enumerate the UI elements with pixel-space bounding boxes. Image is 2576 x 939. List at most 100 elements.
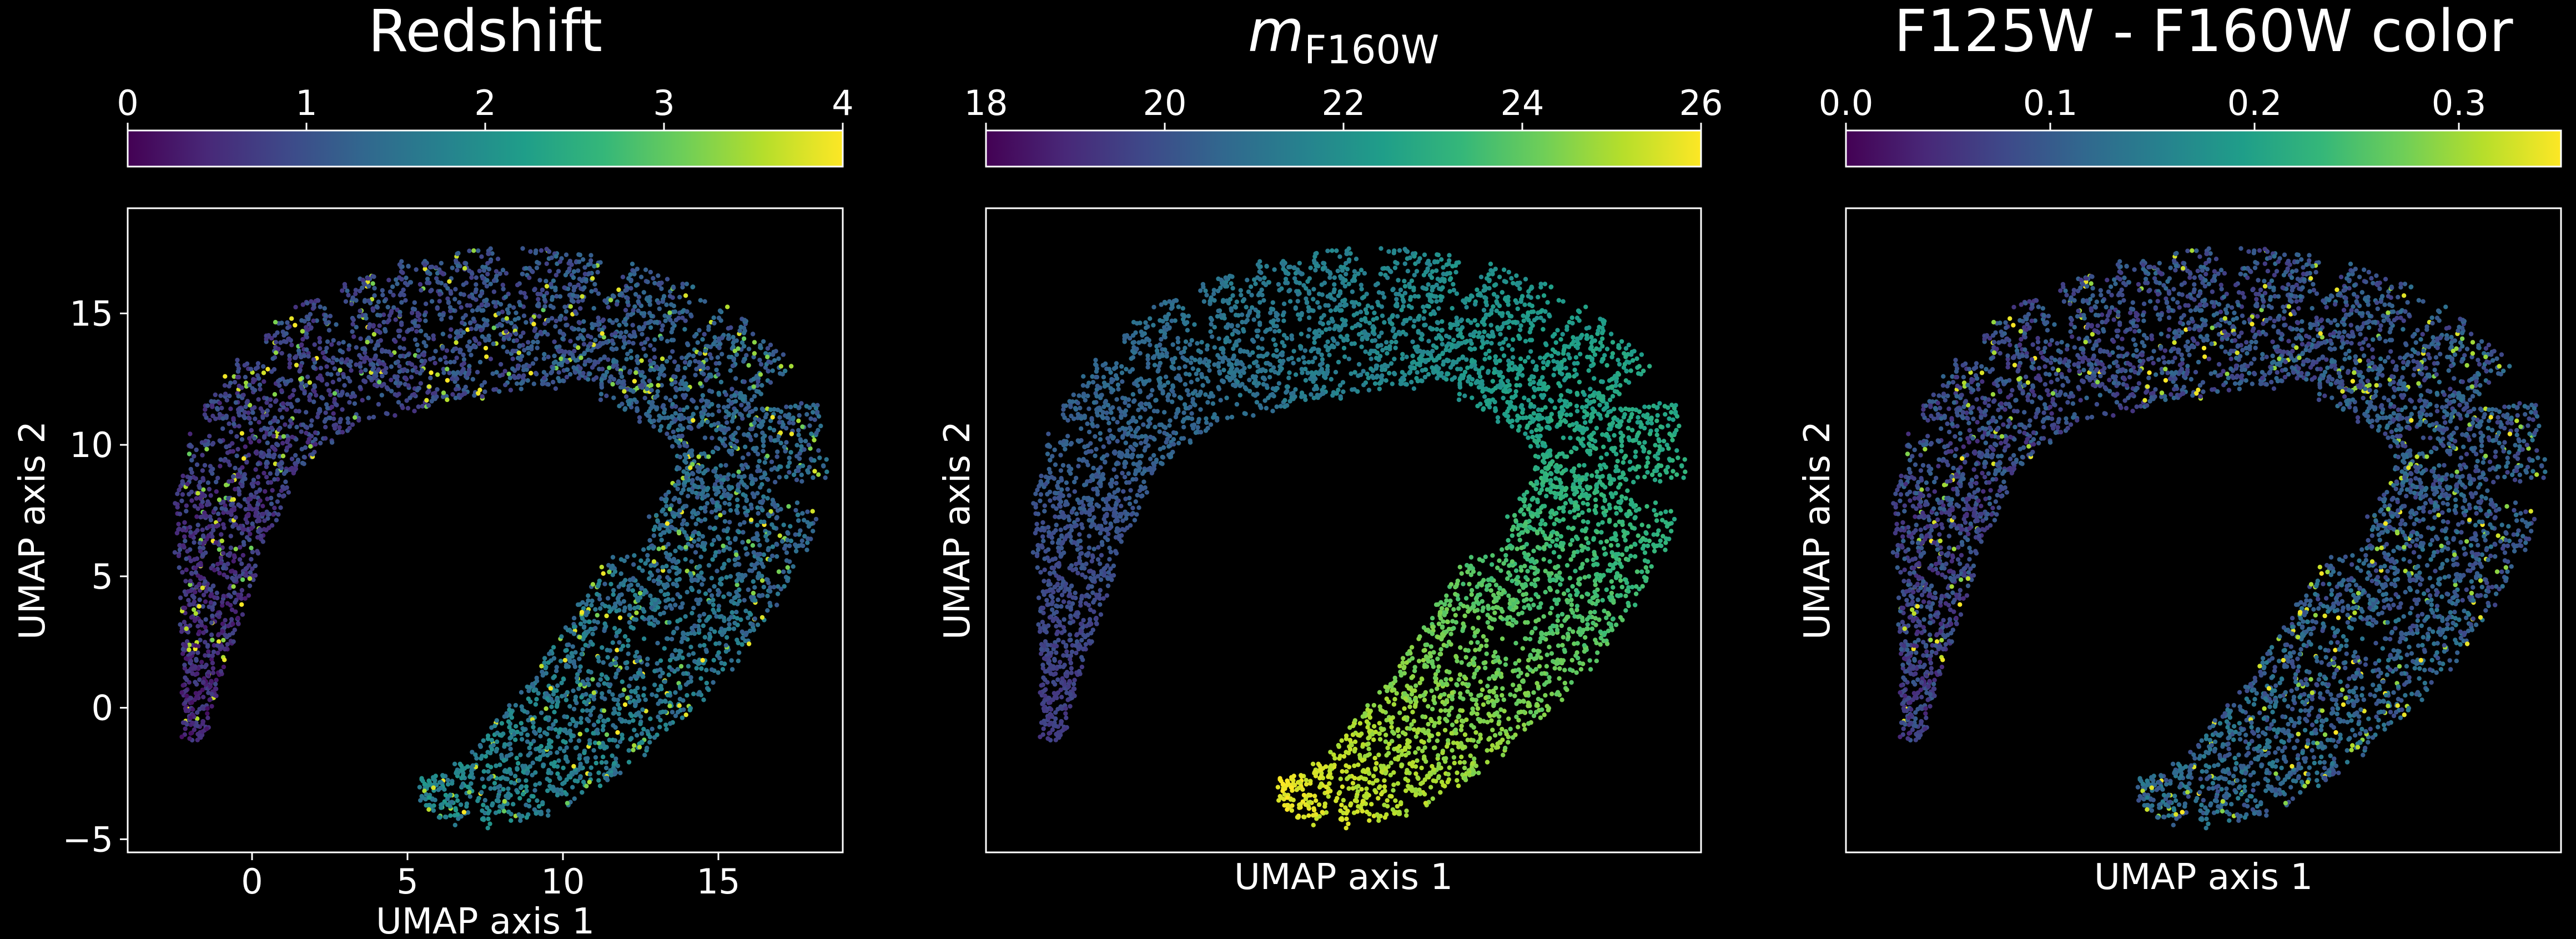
scatter-point: [697, 618, 702, 623]
scatter-point: [223, 483, 229, 488]
scatter-point: [541, 764, 546, 769]
scatter-point: [677, 684, 683, 689]
scatter-point: [696, 360, 702, 365]
scatter-point: [674, 578, 680, 583]
scatter-point: [423, 318, 428, 323]
scatter-point: [429, 370, 434, 375]
scatter-point: [688, 426, 694, 431]
scatter-point: [521, 313, 527, 318]
scatter-point: [474, 327, 479, 332]
scatter-point: [194, 695, 199, 700]
scatter-point: [210, 637, 215, 642]
scatter-point: [717, 536, 722, 541]
scatter-point: [194, 496, 199, 501]
scatter-point: [212, 601, 217, 606]
scatter-point: [799, 479, 804, 484]
scatter-point: [630, 588, 636, 593]
scatter-point: [731, 356, 737, 361]
scatter-point: [394, 277, 399, 282]
scatter-point: [188, 475, 193, 480]
scatter-point: [551, 722, 556, 727]
scatter-point: [188, 533, 194, 538]
scatter-point: [300, 422, 306, 427]
scatter-point: [766, 359, 771, 364]
scatter-point: [673, 385, 678, 391]
scatter-point: [655, 389, 660, 394]
scatter-point: [348, 379, 353, 384]
scatter-point: [598, 714, 603, 719]
scatter-point: [461, 352, 466, 358]
scatter-point: [746, 363, 751, 368]
scatter-point: [727, 448, 732, 454]
scatter-point: [246, 496, 251, 501]
scatter-point: [794, 443, 799, 448]
scatter-point: [749, 505, 754, 511]
scatter-point: [688, 465, 693, 470]
scatter-point: [706, 687, 711, 692]
scatter-point: [331, 355, 336, 360]
scatter-point: [184, 567, 189, 573]
scatter-point: [284, 469, 289, 474]
scatter-point: [253, 510, 258, 515]
scatter-point: [712, 335, 717, 340]
scatter-point: [757, 358, 762, 363]
scatter-point: [645, 729, 650, 734]
scatter-point: [279, 388, 284, 393]
scatter-point: [264, 459, 269, 465]
scatter-point: [259, 450, 264, 455]
scatter-point: [559, 694, 565, 699]
scatter-point: [173, 501, 178, 506]
scatter-point: [633, 292, 638, 297]
scatter-point: [596, 770, 601, 775]
scatter-point: [527, 364, 532, 369]
scatter-point: [274, 518, 279, 523]
scatter-point: [206, 690, 211, 695]
scatter-point: [419, 358, 424, 364]
scatter-point: [667, 704, 672, 709]
scatter-point: [811, 529, 816, 534]
scatter-point: [187, 642, 192, 647]
scatter-point: [546, 354, 551, 359]
scatter-point: [654, 513, 659, 518]
scatter-point: [224, 414, 229, 419]
scatter-point: [510, 348, 515, 354]
scatter-point: [195, 528, 200, 533]
scatter-point: [434, 265, 439, 270]
scatter-point: [796, 518, 801, 523]
scatter-point: [723, 428, 728, 433]
scatter-point: [704, 680, 710, 686]
scatter-point: [325, 405, 330, 410]
scatter-point: [767, 425, 773, 431]
scatter-point: [287, 356, 292, 362]
scatter-point: [234, 434, 239, 439]
scatter-point: [235, 375, 240, 380]
scatter-point: [395, 359, 400, 364]
scatter-point: [648, 343, 653, 348]
scatter-point: [625, 660, 630, 665]
scatter-point: [635, 360, 641, 365]
scatter-point: [642, 340, 648, 345]
scatter-point: [698, 676, 703, 681]
scatter-point: [265, 440, 270, 445]
scatter-point: [450, 392, 455, 397]
scatter-point: [597, 578, 602, 584]
scatter-point: [447, 305, 453, 310]
scatter-point: [731, 344, 736, 349]
scatter-point: [586, 262, 591, 267]
scatter-point: [652, 669, 657, 674]
scatter-point: [240, 612, 245, 617]
scatter-point: [194, 682, 199, 687]
scatter-point: [214, 406, 220, 411]
scatter-point: [304, 430, 309, 435]
scatter-point: [604, 775, 610, 781]
scatter-point: [526, 753, 531, 758]
scatter-point: [783, 425, 789, 431]
scatter-point: [243, 516, 248, 521]
scatter-point: [198, 480, 203, 485]
scatter-point: [239, 587, 244, 593]
scatter-point: [202, 463, 208, 468]
scatter-point: [696, 469, 701, 474]
scatter-point: [537, 781, 542, 786]
scatter-point: [736, 469, 741, 474]
scatter-point: [207, 434, 212, 439]
